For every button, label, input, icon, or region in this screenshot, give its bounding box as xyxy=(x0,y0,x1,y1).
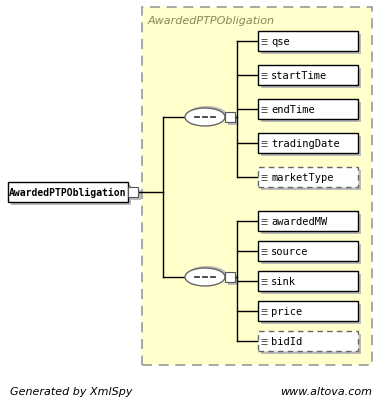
FancyBboxPatch shape xyxy=(261,35,361,55)
FancyBboxPatch shape xyxy=(225,272,235,282)
Text: endTime: endTime xyxy=(271,105,315,115)
FancyBboxPatch shape xyxy=(258,331,358,351)
Text: qse: qse xyxy=(271,37,290,47)
FancyBboxPatch shape xyxy=(228,116,238,126)
FancyBboxPatch shape xyxy=(131,190,141,200)
FancyBboxPatch shape xyxy=(261,304,361,324)
FancyBboxPatch shape xyxy=(258,66,358,86)
FancyBboxPatch shape xyxy=(225,113,235,123)
FancyBboxPatch shape xyxy=(261,103,361,123)
FancyBboxPatch shape xyxy=(258,134,358,154)
Text: tradingDate: tradingDate xyxy=(271,139,340,149)
Text: AwardedPTPObligation: AwardedPTPObligation xyxy=(9,188,127,198)
Ellipse shape xyxy=(185,109,225,127)
FancyBboxPatch shape xyxy=(258,241,358,261)
FancyBboxPatch shape xyxy=(261,334,361,354)
Text: bidId: bidId xyxy=(271,336,302,346)
FancyBboxPatch shape xyxy=(8,182,128,203)
FancyBboxPatch shape xyxy=(261,274,361,294)
Text: AwardedPTPObligation: AwardedPTPObligation xyxy=(148,16,275,26)
FancyBboxPatch shape xyxy=(261,69,361,89)
FancyBboxPatch shape xyxy=(142,8,372,365)
FancyBboxPatch shape xyxy=(258,32,358,52)
Text: marketType: marketType xyxy=(271,172,333,182)
FancyBboxPatch shape xyxy=(261,215,361,235)
FancyBboxPatch shape xyxy=(258,301,358,321)
Text: awardedMW: awardedMW xyxy=(271,217,327,227)
Text: startTime: startTime xyxy=(271,71,327,81)
FancyBboxPatch shape xyxy=(261,244,361,264)
Ellipse shape xyxy=(187,266,227,284)
Text: Generated by XmlSpy: Generated by XmlSpy xyxy=(10,386,133,396)
Text: sink: sink xyxy=(271,276,296,286)
FancyBboxPatch shape xyxy=(261,137,361,157)
FancyBboxPatch shape xyxy=(128,188,138,198)
FancyBboxPatch shape xyxy=(258,271,358,291)
FancyBboxPatch shape xyxy=(261,170,361,190)
FancyBboxPatch shape xyxy=(11,186,131,205)
Ellipse shape xyxy=(185,268,225,286)
Text: www.altova.com: www.altova.com xyxy=(280,386,372,396)
FancyBboxPatch shape xyxy=(258,168,358,188)
Text: price: price xyxy=(271,306,302,316)
FancyBboxPatch shape xyxy=(258,100,358,120)
FancyBboxPatch shape xyxy=(258,211,358,231)
Text: source: source xyxy=(271,246,309,256)
FancyBboxPatch shape xyxy=(228,275,238,285)
Ellipse shape xyxy=(187,107,227,125)
